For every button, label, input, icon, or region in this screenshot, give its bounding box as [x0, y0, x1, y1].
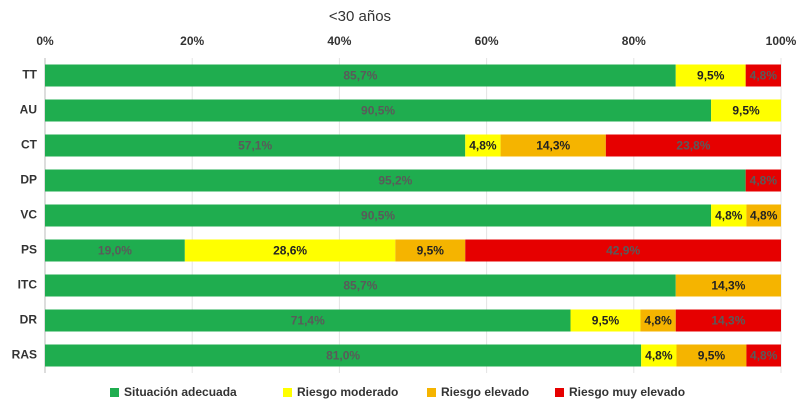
bar-segment	[500, 134, 606, 157]
y-tick-label: DP	[20, 173, 37, 187]
bar-segment	[675, 309, 781, 332]
data-label: 9,5%	[417, 244, 445, 258]
data-label: 14,3%	[711, 314, 745, 328]
bar-segment	[711, 204, 747, 227]
data-label: 71,4%	[291, 314, 325, 328]
data-label: 9,5%	[697, 69, 725, 83]
bar-segment	[746, 344, 781, 367]
data-label: 81,0%	[326, 349, 360, 363]
data-label: 4,8%	[715, 209, 743, 223]
bar-segment	[45, 64, 676, 87]
data-label: 57,1%	[238, 139, 272, 153]
legend-swatch	[283, 388, 292, 397]
x-tick-label: 80%	[622, 34, 646, 48]
data-label: 4,8%	[750, 209, 778, 223]
bar-segment	[45, 99, 712, 122]
y-tick-label: CT	[21, 138, 38, 152]
legend-label: Riesgo muy elevado	[569, 385, 685, 399]
data-label: 85,7%	[343, 69, 377, 83]
data-label: 4,8%	[750, 349, 778, 363]
bar-segment	[45, 239, 185, 262]
y-tick-label: DR	[20, 313, 38, 327]
bar-segment	[675, 274, 781, 297]
data-label: 23,8%	[676, 139, 710, 153]
data-label: 9,5%	[698, 349, 726, 363]
y-tick-label: TT	[22, 68, 37, 82]
data-label: 14,3%	[536, 139, 570, 153]
bar-segment	[676, 344, 747, 367]
legend-label: Riesgo moderado	[297, 385, 398, 399]
y-tick-label: AU	[20, 103, 37, 117]
bar-segment	[45, 204, 712, 227]
data-label: 4,8%	[750, 69, 778, 83]
legend-swatch	[555, 388, 564, 397]
data-label: 9,5%	[592, 314, 620, 328]
x-tick-label: 20%	[180, 34, 204, 48]
bar-segment	[395, 239, 466, 262]
x-tick-label: 100%	[766, 34, 797, 48]
bar-segment	[45, 309, 571, 332]
data-label: 28,6%	[273, 244, 307, 258]
data-label: 14,3%	[711, 279, 745, 293]
bar-segment	[745, 169, 781, 192]
bar-segment	[45, 274, 676, 297]
y-tick-label: PS	[21, 243, 37, 257]
legend-swatch	[110, 388, 119, 397]
bar-segment	[711, 99, 781, 122]
x-tick-label: 60%	[475, 34, 499, 48]
data-label: 19,0%	[98, 244, 132, 258]
chart-title: <30 años	[329, 8, 391, 25]
bar-segment	[605, 134, 781, 157]
data-label: 4,8%	[644, 314, 672, 328]
legend-label: Riesgo elevado	[441, 385, 529, 399]
y-tick-label: RAS	[12, 348, 37, 362]
data-label: 90,5%	[361, 104, 395, 118]
bar-segment	[465, 134, 501, 157]
data-label: 95,2%	[378, 174, 412, 188]
y-tick-label: VC	[20, 208, 37, 222]
bar-segment	[570, 309, 641, 332]
bar-segment	[45, 134, 466, 157]
bar-segment	[184, 239, 396, 262]
bar-segment	[45, 344, 642, 367]
bar-segment	[45, 169, 746, 192]
bar-segment	[465, 239, 781, 262]
bar-segment	[640, 309, 676, 332]
legend-label: Situación adecuada	[124, 385, 237, 399]
data-label: 85,7%	[343, 279, 377, 293]
data-label: 4,8%	[645, 349, 673, 363]
bar-segment	[745, 64, 781, 87]
x-tick-label: 0%	[36, 34, 54, 48]
legend-swatch	[427, 388, 436, 397]
data-label: 42,9%	[606, 244, 640, 258]
x-tick-label: 40%	[327, 34, 351, 48]
data-label: 9,5%	[732, 104, 760, 118]
y-tick-label: ITC	[18, 278, 38, 292]
bar-segment	[746, 204, 781, 227]
data-label: 4,8%	[469, 139, 497, 153]
bar-segment	[641, 344, 677, 367]
data-label: 90,5%	[361, 209, 395, 223]
data-label: 4,8%	[750, 174, 778, 188]
bar-segment	[675, 64, 746, 87]
